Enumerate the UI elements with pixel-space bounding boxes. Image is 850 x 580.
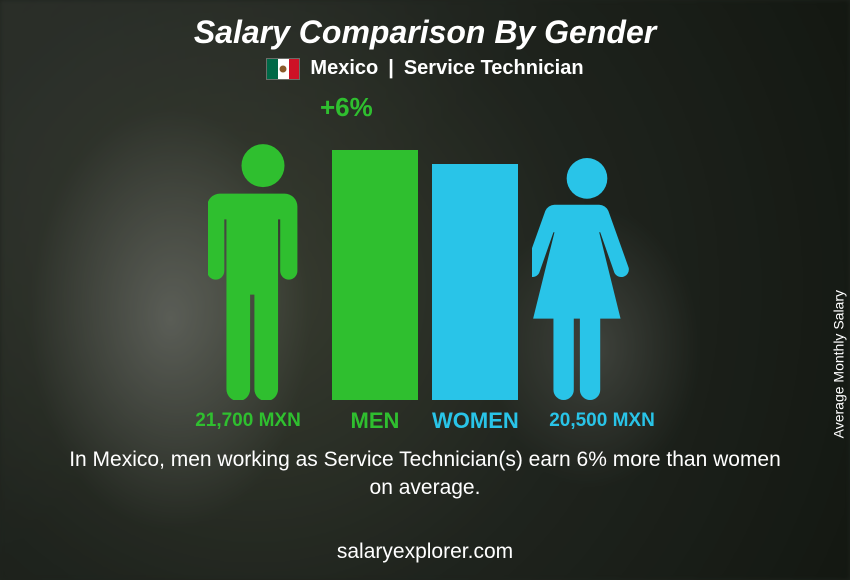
women-label: WOMEN <box>432 408 518 434</box>
men-bar <box>332 150 418 400</box>
location-label: Mexico <box>310 57 378 80</box>
subtitle: Mexico | Service Technician <box>266 57 583 80</box>
man-icon <box>208 142 318 400</box>
women-bar <box>432 164 518 400</box>
job-label: Service Technician <box>404 57 584 80</box>
y-axis-label: Average Monthly Salary <box>830 290 846 438</box>
content: Salary Comparison By Gender Mexico | Ser… <box>0 0 850 580</box>
site-label: salaryexplorer.com <box>337 540 513 564</box>
separator: | <box>388 57 394 80</box>
page-title: Salary Comparison By Gender <box>194 14 656 51</box>
woman-icon <box>532 156 642 400</box>
chart-row <box>105 142 745 400</box>
women-salary: 20,500 MXN <box>532 410 672 432</box>
men-label: MEN <box>332 408 418 434</box>
chart: +6% 21,700 MXN MEN WOMEN 20,500 M <box>105 100 745 430</box>
mexico-flag-icon <box>266 58 300 80</box>
difference-label: +6% <box>320 92 373 123</box>
men-salary: 21,700 MXN <box>178 410 318 432</box>
summary-text: In Mexico, men working as Service Techni… <box>55 446 795 503</box>
labels-row: 21,700 MXN MEN WOMEN 20,500 MXN <box>105 408 745 434</box>
